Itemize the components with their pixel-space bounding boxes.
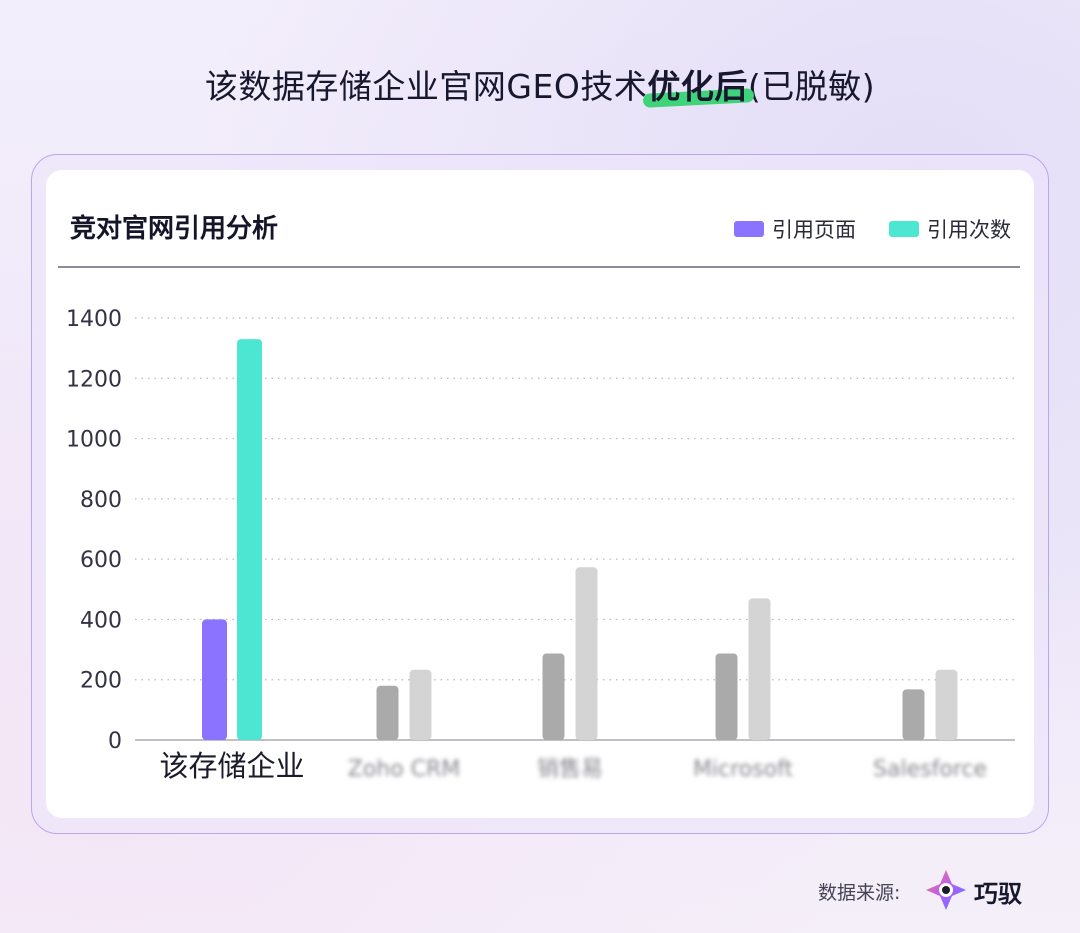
page-title: 该数据存储企业官网GEO技术优化后(已脱敏) xyxy=(0,60,1080,108)
chart-title: 竞对官网引用分析 xyxy=(70,214,279,244)
x-tick-label: Salesforce xyxy=(873,757,987,782)
title-highlight: 优化后 xyxy=(647,67,748,106)
legend-label-pages: 引用页面 xyxy=(772,218,856,242)
brand-logo-icon xyxy=(926,870,966,910)
bar-pages xyxy=(902,689,925,740)
source-label: 数据来源: xyxy=(818,882,901,904)
y-tick-label: 400 xyxy=(80,608,122,633)
x-tick-label: 该存储企业 xyxy=(159,749,304,783)
bar-citations xyxy=(935,669,958,740)
bar-pages xyxy=(202,619,227,740)
x-tick-label: Zoho CRM xyxy=(348,757,461,782)
bar-citations xyxy=(409,669,432,740)
y-tick-label: 1000 xyxy=(66,428,122,453)
legend-swatch-citations xyxy=(889,221,919,237)
x-tick-label: Microsoft xyxy=(693,757,793,782)
legend-swatch-pages xyxy=(734,221,764,237)
y-tick-label: 0 xyxy=(108,729,122,754)
bar-citations xyxy=(748,598,771,740)
header-divider xyxy=(58,266,1020,268)
y-tick-label: 800 xyxy=(80,488,122,513)
y-tick-label: 200 xyxy=(80,669,122,694)
x-tick-label: 销售易 xyxy=(537,757,603,782)
bar-pages xyxy=(542,653,565,740)
legend-item-pages: 引用页面 xyxy=(734,214,856,244)
title-prefix: 该数据存储企业官网GEO技术 xyxy=(204,67,648,106)
bar-pages xyxy=(376,685,399,740)
brand-name: 巧驭 xyxy=(974,880,1022,908)
y-tick-label: 1400 xyxy=(66,307,122,332)
legend-label-citations: 引用次数 xyxy=(927,218,1011,242)
bar-citations xyxy=(237,339,262,740)
title-suffix: (已脱敏) xyxy=(747,67,876,106)
legend-item-citations: 引用次数 xyxy=(889,214,1011,244)
bar-citations xyxy=(575,567,598,740)
y-tick-label: 1200 xyxy=(66,367,122,392)
y-tick-label: 600 xyxy=(80,548,122,573)
bar-pages xyxy=(715,653,738,740)
